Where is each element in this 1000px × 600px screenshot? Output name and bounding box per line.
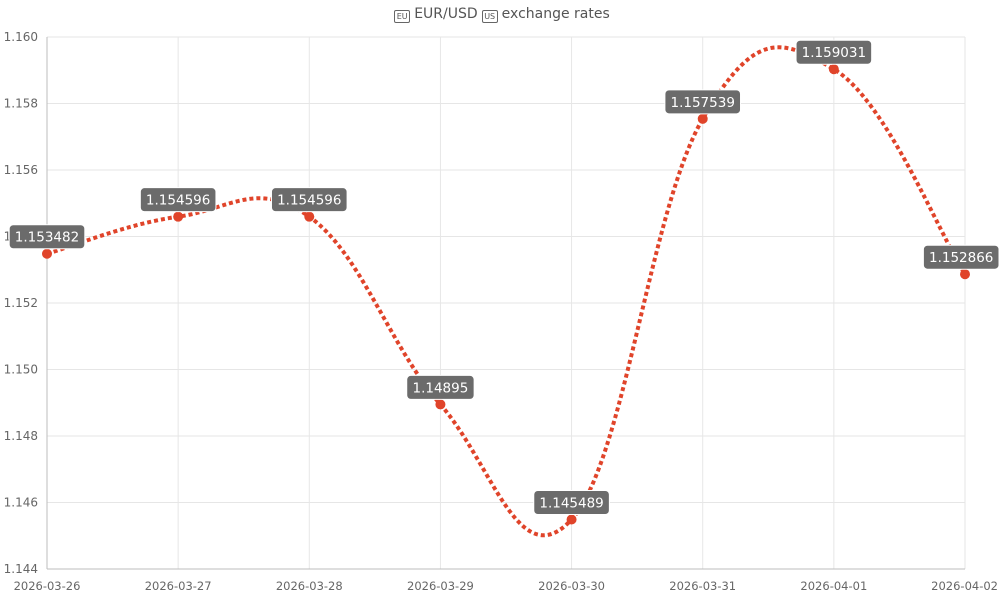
data-label: 1.154596 — [277, 193, 341, 209]
data-label-box — [406, 374, 475, 400]
data-point — [828, 64, 839, 75]
y-tick-label: 1.160 — [4, 30, 38, 44]
data-label-box — [795, 39, 873, 65]
title-suffix: exchange rates — [501, 6, 610, 22]
data-point — [173, 211, 184, 222]
y-tick-label: 1.146 — [4, 496, 38, 510]
data-label-box — [664, 89, 742, 115]
y-tick-label: 1.150 — [4, 363, 38, 377]
data-label-box — [533, 489, 610, 515]
x-tick-label: 2026-04-01 — [800, 579, 867, 593]
x-tick-label: 2026-03-30 — [538, 579, 605, 593]
data-point — [697, 113, 708, 124]
data-point — [435, 399, 446, 410]
us-flag-icon: US — [481, 10, 498, 23]
y-tick-label: 1.152 — [4, 296, 38, 310]
x-tick-label: 2026-03-31 — [669, 579, 736, 593]
data-label-box — [8, 224, 86, 250]
y-tick-label: 1.158 — [4, 97, 38, 111]
data-label: 1.154596 — [146, 193, 210, 209]
data-label-box — [139, 187, 217, 213]
x-tick-label: 2026-03-28 — [276, 579, 343, 593]
data-label: 1.145489 — [539, 495, 603, 511]
x-tick-label: 2026-04-02 — [931, 579, 998, 593]
series-line — [46, 45, 967, 538]
chart-title: EU EUR/USD US exchange rates — [0, 6, 1000, 23]
data-label-box — [270, 187, 348, 213]
y-tick-label: 1.148 — [4, 429, 38, 443]
data-label: 1.14895 — [413, 380, 469, 396]
title-base: EUR — [414, 6, 444, 22]
data-label: 1.157539 — [671, 95, 735, 111]
data-point — [566, 514, 577, 525]
x-tick-label: 2026-03-29 — [407, 579, 474, 593]
y-tick-label: 1.156 — [4, 163, 38, 177]
x-tick-label: 2026-03-27 — [145, 579, 212, 593]
title-quote: USD — [447, 6, 478, 22]
data-point — [960, 269, 970, 280]
data-label: 1.152866 — [929, 250, 993, 266]
eu-flag-icon: EU — [394, 10, 411, 23]
data-label: 1.153482 — [15, 230, 79, 246]
data-label-box — [922, 244, 1000, 270]
y-tick-label: 1.144 — [4, 562, 38, 576]
x-tick-label: 2026-03-26 — [14, 579, 81, 593]
data-point — [42, 248, 52, 259]
data-label: 1.159031 — [802, 45, 866, 61]
data-point — [304, 211, 315, 222]
